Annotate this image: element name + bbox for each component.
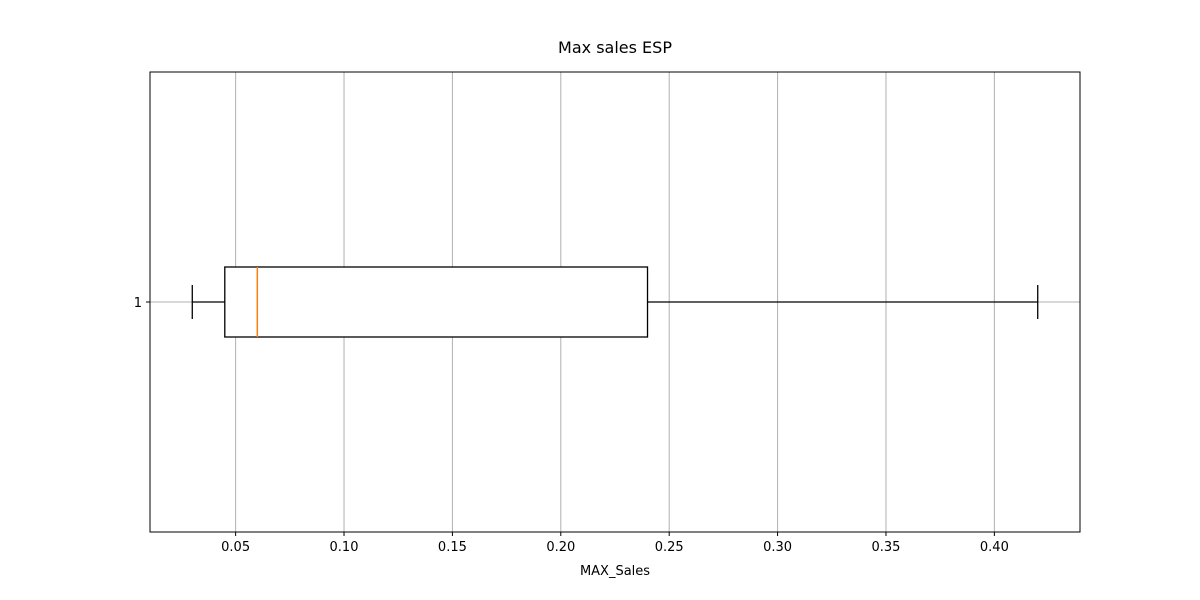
x-tick-label: 0.40: [980, 540, 1009, 555]
x-tick-label: 0.25: [655, 540, 684, 555]
x-axis-label: MAX_Sales: [580, 564, 650, 579]
iqr-box: [224, 266, 649, 338]
x-tick-label: 0.35: [872, 540, 901, 555]
plot-frame: [149, 71, 1081, 533]
x-tick-label: 0.05: [221, 540, 250, 555]
axis-layer: 0.05 0.10 0.15 0.20 0.25 0.30 0.35 0.40 1: [134, 296, 1009, 555]
x-tick-label: 0.15: [438, 540, 467, 555]
x-tick-label: 0.20: [546, 540, 575, 555]
x-tick-label: 0.10: [330, 540, 359, 555]
chart-title: Max sales ESP: [558, 38, 672, 57]
box-layer: [191, 266, 1039, 338]
y-tick-label: 1: [134, 296, 142, 311]
x-tick-label: 0.30: [763, 540, 792, 555]
